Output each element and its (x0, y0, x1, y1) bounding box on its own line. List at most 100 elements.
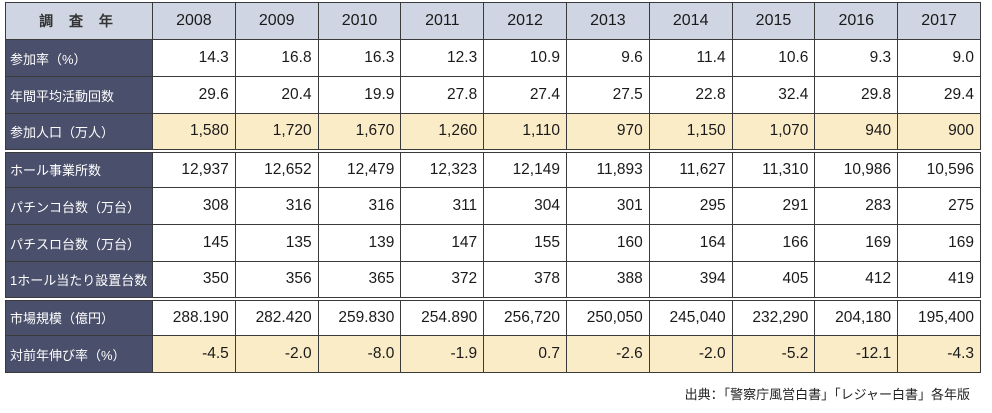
row-label: 市場規模（億円） (5, 296, 153, 336)
table-cell: 419 (897, 261, 981, 299)
table-cell: 16.8 (234, 39, 319, 77)
table-cell: 12,479 (317, 148, 402, 188)
table-cell: -2.0 (648, 335, 733, 373)
table-cell: 1,580 (152, 113, 236, 151)
row-label: パチンコ台数（万台） (5, 187, 153, 225)
table-cell: -12.1 (814, 335, 899, 373)
table-row: パチンコ台数（万台） 308 316 316 311 304 301 295 291 283 275 (5, 187, 981, 225)
table-cell: 22.8 (648, 76, 733, 114)
table-cell: -4.5 (152, 335, 236, 373)
table-cell: 940 (814, 113, 899, 151)
table-cell: 412 (814, 261, 899, 299)
table-cell: 291 (731, 187, 816, 225)
table-cell: 155 (483, 224, 567, 262)
table-cell: 166 (731, 224, 816, 262)
table-cell: 12,149 (483, 148, 567, 188)
table-row: 参加人口（万人） 1,580 1,720 1,670 1,260 1,110 970 1,15… (5, 113, 981, 151)
table-cell: 29.8 (814, 76, 899, 114)
year-header-cell: 2008 (152, 2, 236, 40)
table-cell: -1.9 (400, 335, 485, 373)
table-cell: 147 (400, 224, 485, 262)
statistics-table: 調 査 年 2008 2009 2010 2011 2012 2013 2014 2015 20… (5, 2, 981, 373)
row-label: ホール事業所数 (5, 148, 153, 188)
table-cell: 32.4 (731, 76, 816, 114)
year-header-label: 調 査 年 (5, 2, 153, 40)
year-header-cell: 2015 (731, 2, 816, 40)
table-cell: 256,720 (483, 296, 567, 336)
year-header-cell: 2017 (897, 2, 981, 40)
row-label: 対前年伸び率（%） (5, 335, 153, 373)
table-cell: 288.190 (152, 296, 236, 336)
table-cell: 16.3 (317, 39, 402, 77)
row-label: 年間平均活動回数 (5, 76, 153, 114)
table-cell: 900 (897, 113, 981, 151)
table-cell: 295 (648, 187, 733, 225)
table-cell: 316 (317, 187, 402, 225)
table-cell: 1,150 (648, 113, 733, 151)
table-cell: 372 (400, 261, 485, 299)
table-cell: 275 (897, 187, 981, 225)
table-cell: 356 (234, 261, 319, 299)
table-body: 参加率（%） 14.3 16.8 16.3 12.3 10.9 9.6 11.4 10.6 9.3… (5, 39, 981, 373)
year-header-cell: 2014 (648, 2, 733, 40)
table-cell: 378 (483, 261, 567, 299)
table-cell: 10.9 (483, 39, 567, 77)
table-cell: 11,893 (565, 148, 650, 188)
table-cell: 1,260 (400, 113, 485, 151)
table-cell: 10,596 (897, 148, 981, 188)
table-cell: -2.0 (234, 335, 319, 373)
table-cell: 388 (565, 261, 650, 299)
table-cell: 0.7 (483, 335, 567, 373)
table-cell: 301 (565, 187, 650, 225)
header-row: 調 査 年 2008 2009 2010 2011 2012 2013 2014 2015 20… (5, 2, 981, 40)
year-header-cell: 2012 (483, 2, 567, 40)
table-cell: 19.9 (317, 76, 402, 114)
year-header-cell: 2010 (317, 2, 402, 40)
table-cell: 365 (317, 261, 402, 299)
table-cell: 232,290 (731, 296, 816, 336)
row-label: 参加人口（万人） (5, 113, 153, 151)
row-label: パチスロ台数（万台） (5, 224, 153, 262)
table-row: 参加率（%） 14.3 16.8 16.3 12.3 10.9 9.6 11.4 10.6 9.3… (5, 39, 981, 77)
year-header-cell: 2011 (400, 2, 485, 40)
table-cell: 316 (234, 187, 319, 225)
table-cell: 970 (565, 113, 650, 151)
table-cell: 245,040 (648, 296, 733, 336)
table-cell: 27.8 (400, 76, 485, 114)
table-cell: -8.0 (317, 335, 402, 373)
table-cell: 308 (152, 187, 236, 225)
table-cell: 145 (152, 224, 236, 262)
table-cell: 259.830 (317, 296, 402, 336)
table-cell: 135 (234, 224, 319, 262)
table-row: 市場規模（億円） 288.190 282.420 259.830 254.890 256,… (5, 296, 981, 336)
table-cell: 1,670 (317, 113, 402, 151)
table-cell: 29.4 (897, 76, 981, 114)
table-cell: 1,720 (234, 113, 319, 151)
table-row: 年間平均活動回数 29.6 20.4 19.9 27.8 27.4 27.5 22.8 32.4… (5, 76, 981, 114)
table-cell: 9.6 (565, 39, 650, 77)
table-cell: 169 (814, 224, 899, 262)
table-row: 対前年伸び率（%） -4.5 -2.0 -8.0 -1.9 0.7 -2.6 -2.0 -5.2… (5, 335, 981, 373)
table-cell: 282.420 (234, 296, 319, 336)
table-cell: 27.5 (565, 76, 650, 114)
table-cell: 10,986 (814, 148, 899, 188)
table-cell: 1,070 (731, 113, 816, 151)
table-cell: 12,937 (152, 148, 236, 188)
table-cell: 10.6 (731, 39, 816, 77)
table-cell: 20.4 (234, 76, 319, 114)
table-cell: -4.3 (897, 335, 981, 373)
row-label: 参加率（%） (5, 39, 153, 77)
table-cell: 160 (565, 224, 650, 262)
table-cell: 9.0 (897, 39, 981, 77)
table-cell: 204,180 (814, 296, 899, 336)
table-cell: 29.6 (152, 76, 236, 114)
table-cell: 12,652 (234, 148, 319, 188)
table-cell: 350 (152, 261, 236, 299)
table-cell: 405 (731, 261, 816, 299)
table-cell: 27.4 (483, 76, 567, 114)
table-cell: -2.6 (565, 335, 650, 373)
table-cell: -5.2 (731, 335, 816, 373)
table-cell: 1,110 (483, 113, 567, 151)
table-cell: 304 (483, 187, 567, 225)
row-label: 1ホール当たり設置台数 (5, 261, 153, 299)
